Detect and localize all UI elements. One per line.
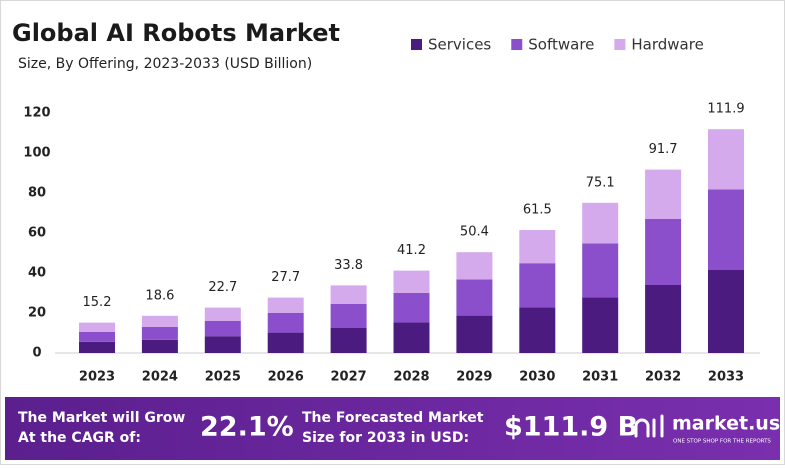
total-label: 111.9: [707, 102, 744, 117]
chart-subtitle: Size, By Offering, 2023-2033 (USD Billio…: [18, 56, 312, 72]
logo-shape: [652, 414, 664, 438]
legend-swatch: [411, 39, 422, 50]
total-label: 61.5: [523, 203, 552, 218]
y-tick-label: 80: [28, 186, 46, 201]
bar-segment: [79, 322, 115, 332]
banner-text: The Forecasted Market: [302, 410, 484, 426]
bar-segment: [645, 169, 682, 219]
bar-segment: [708, 270, 744, 353]
bar-segment: [330, 328, 367, 353]
total-label: 15.2: [83, 295, 112, 310]
total-label: 18.6: [145, 288, 174, 303]
banner-text: At the CAGR of:: [18, 430, 141, 446]
banner-text: The Market will Grow: [18, 410, 185, 426]
bar-segment: [79, 341, 115, 353]
legend-label: Services: [428, 36, 491, 54]
banner: [5, 397, 780, 460]
x-tick-label: 2031: [582, 370, 618, 385]
y-tick-label: 0: [32, 346, 41, 361]
brand: market.us: [672, 413, 780, 435]
x-tick-label: 2029: [456, 370, 492, 385]
total-label: 50.4: [460, 225, 489, 240]
bar-segment: [267, 297, 304, 313]
tagline: ONE STOP SHOP FOR THE REPORTS: [673, 439, 771, 445]
total-label: 27.7: [271, 270, 300, 285]
y-tick-label: 60: [28, 226, 46, 241]
total-label: 75.1: [586, 175, 615, 190]
legend-swatch: [511, 39, 523, 50]
bar-segment: [645, 219, 682, 285]
bar-segment: [204, 307, 241, 321]
bar-segment: [582, 297, 619, 353]
legend-label: Software: [528, 36, 594, 54]
banner-value: 22.1%: [200, 412, 294, 443]
y-tick-label: 40: [28, 266, 46, 281]
x-tick-label: 2032: [645, 370, 681, 385]
x-tick-label: 2030: [519, 370, 555, 385]
x-tick-label: 2023: [79, 370, 115, 385]
x-tick-label: 2026: [268, 370, 304, 385]
bar-segment: [456, 252, 493, 280]
y-tick-label: 100: [23, 146, 50, 161]
banner-value: $111.9 B: [504, 412, 638, 443]
bar-segment: [141, 326, 178, 340]
chart-title: Global AI Robots Market: [12, 19, 340, 47]
bar-segment: [645, 285, 682, 353]
total-label: 41.2: [397, 243, 426, 258]
y-tick-label: 120: [23, 106, 50, 121]
bar-segment: [330, 285, 367, 304]
x-tick-label: 2033: [708, 370, 744, 385]
bar-segment: [519, 230, 556, 264]
bar-segment: [267, 313, 304, 333]
total-label: 91.7: [649, 142, 678, 157]
bar-segment: [393, 292, 430, 323]
bar-segment: [456, 315, 493, 353]
bar-segment: [141, 339, 178, 353]
bar-segment: [519, 263, 556, 308]
bar-segment: [582, 243, 619, 298]
bar-segment: [79, 331, 115, 342]
total-label: 22.7: [208, 280, 237, 295]
bar-segment: [708, 189, 744, 270]
brand-logo: [634, 414, 664, 438]
bar-segment: [267, 332, 304, 353]
logo-shape: [634, 418, 650, 438]
bar-segment: [141, 315, 178, 327]
y-tick-label: 20: [28, 306, 46, 321]
x-tick-label: 2028: [393, 370, 429, 385]
bar-segment: [393, 270, 430, 293]
banner-text: Size for 2033 in USD:: [302, 430, 469, 446]
legend-swatch: [614, 39, 626, 50]
bar-segment: [456, 279, 493, 316]
bar-segment: [582, 202, 619, 244]
x-tick-label: 2025: [205, 370, 241, 385]
bar-segment: [330, 303, 367, 328]
x-tick-label: 2024: [142, 370, 178, 385]
bar-segment: [204, 336, 241, 353]
bar-segment: [519, 307, 556, 353]
total-label: 33.8: [334, 258, 363, 273]
bar-segment: [204, 321, 241, 337]
bar-segment: [393, 322, 430, 353]
bar-segment: [708, 129, 744, 190]
legend-label: Hardware: [631, 36, 703, 54]
x-tick-label: 2027: [331, 370, 367, 385]
